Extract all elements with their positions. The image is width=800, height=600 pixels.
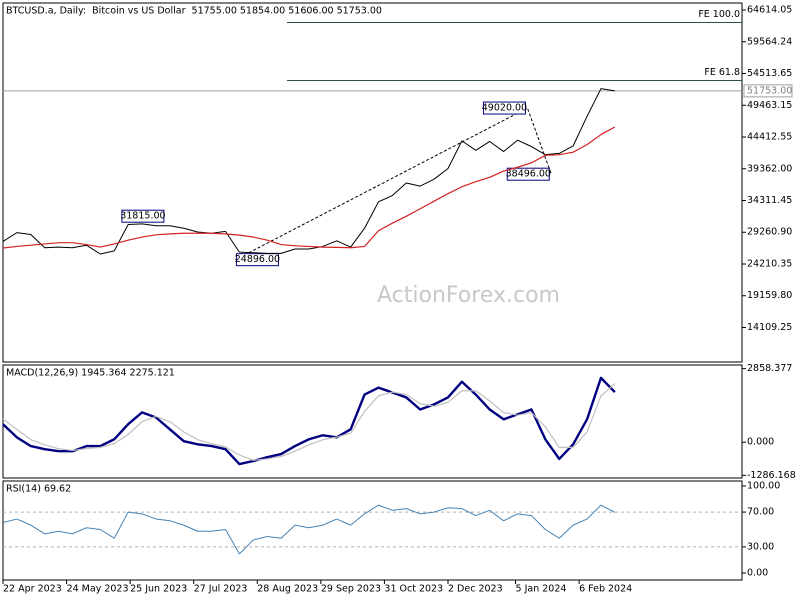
- y-tick-label: 14109.25: [747, 322, 792, 333]
- x-tick-label: 28 Aug 2023: [257, 584, 318, 595]
- annotation-label: 31815.00: [120, 211, 165, 222]
- y-tick-label: 19159.80: [747, 290, 792, 301]
- y-tick-label: 2858.377: [747, 363, 792, 374]
- fib-label: FE 100.0: [698, 9, 740, 20]
- x-tick-label: 6 Feb 2024: [579, 584, 632, 595]
- annotation-box: [235, 253, 279, 267]
- annotation-box: [506, 167, 550, 181]
- series-line: [2, 383, 616, 461]
- y-tick-label: 59564.24: [747, 36, 792, 47]
- x-tick-label: 29 Sep 2023: [321, 584, 381, 595]
- last-price-box: [743, 84, 793, 98]
- y-tick-label: 24210.35: [747, 258, 792, 269]
- panel-title: MACD(12,26,9) 1945.364 2275.121: [6, 368, 175, 379]
- x-tick-label: 27 Jul 2023: [194, 584, 248, 595]
- y-tick-label: 70.00: [747, 507, 774, 518]
- panel-frame: [2, 364, 743, 479]
- y-tick-label: 49463.15: [747, 100, 792, 111]
- y-tick-label: 100.00: [747, 480, 780, 491]
- x-tick-label: 22 Apr 2023: [3, 584, 62, 595]
- annotation-label: 24896.00: [235, 254, 280, 265]
- panel-frame: [2, 480, 743, 581]
- series-line: [2, 88, 615, 255]
- y-tick-label: 29260.90: [747, 227, 792, 238]
- series-line: [2, 126, 616, 249]
- fib-label: FE 61.8: [704, 67, 740, 78]
- x-tick-label: 25 Jun 2023: [130, 584, 187, 595]
- zigzag: [235, 107, 552, 261]
- annotation-label: 38496.00: [506, 169, 551, 180]
- series-line: [2, 504, 616, 555]
- x-tick-label: 5 Jan 2024: [516, 584, 567, 595]
- annotation-box: [121, 209, 165, 223]
- y-tick-label: 39362.00: [747, 163, 792, 174]
- x-tick-label: 2 Dec 2023: [448, 584, 503, 595]
- y-tick-label: 34311.45: [747, 195, 792, 206]
- panel-title: BTCUSD.a, Daily: Bitcoin vs US Dollar 51…: [6, 6, 382, 17]
- annotation-label: 49020.00: [482, 103, 527, 114]
- x-tick-label: 24 May 2023: [67, 584, 129, 595]
- y-tick-label: 0.000: [747, 437, 774, 448]
- series-line: [2, 376, 616, 466]
- panel-title: RSI(14) 69.62: [6, 484, 71, 495]
- y-tick-label: 44412.55: [747, 132, 792, 143]
- watermark: ActionForex.com: [377, 283, 560, 308]
- last-price-label: 51753.00: [747, 85, 792, 96]
- annotation-box: [482, 101, 526, 115]
- y-tick-label: 64614.05: [747, 5, 792, 16]
- y-tick-label: 0.00: [747, 568, 768, 579]
- x-tick-label: 31 Oct 2023: [384, 584, 443, 595]
- panel-frame: [2, 2, 743, 363]
- y-tick-label: 54513.65: [747, 68, 792, 79]
- y-tick-label: 30.00: [747, 541, 774, 552]
- y-tick-label: -1286.168: [747, 470, 796, 481]
